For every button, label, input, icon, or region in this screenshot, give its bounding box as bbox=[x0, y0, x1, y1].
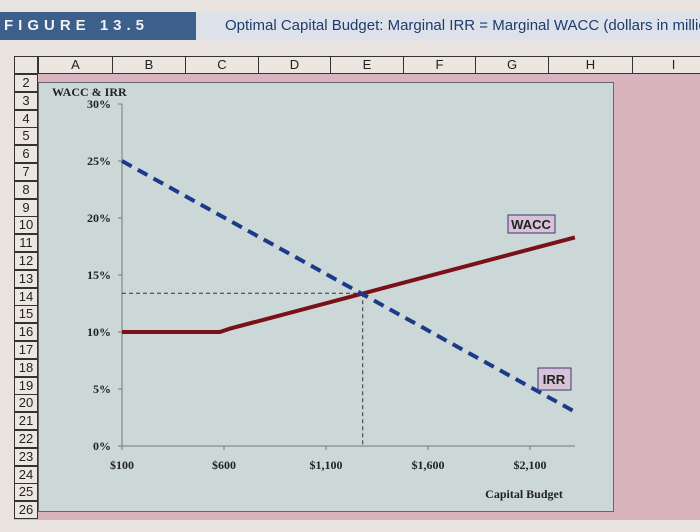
wacc-legend-label: WACC bbox=[511, 217, 551, 232]
row-header[interactable]: 5 bbox=[14, 127, 38, 146]
y-tick-label: 15% bbox=[87, 268, 111, 282]
column-header[interactable]: F bbox=[403, 56, 476, 74]
row-header[interactable]: 4 bbox=[14, 109, 38, 128]
x-tick-label: $1,100 bbox=[310, 458, 343, 472]
x-axis-title: Capital Budget bbox=[485, 487, 563, 501]
row-header[interactable]: 7 bbox=[14, 163, 38, 181]
irr-label-box bbox=[537, 367, 572, 391]
row-header[interactable]: 22 bbox=[14, 430, 38, 448]
row-header[interactable]: 11 bbox=[14, 234, 38, 253]
x-tick-label: $100 bbox=[110, 458, 134, 472]
y-tick-label: 10% bbox=[87, 325, 111, 339]
row-header[interactable]: 16 bbox=[14, 323, 38, 342]
x-tick-label: $600 bbox=[212, 458, 236, 472]
row-header[interactable]: 6 bbox=[14, 145, 38, 164]
chart-plot-area bbox=[38, 82, 614, 512]
y-axis-title: WACC & IRR bbox=[52, 85, 127, 99]
y-tick-label: 30% bbox=[87, 97, 111, 111]
y-tick-label: 0% bbox=[93, 439, 111, 453]
series-line-wacc bbox=[122, 235, 576, 334]
row-header[interactable]: 14 bbox=[14, 287, 38, 306]
y-tick-label: 20% bbox=[87, 211, 111, 225]
row-header[interactable]: 18 bbox=[14, 358, 38, 377]
row-header[interactable]: 8 bbox=[14, 180, 38, 199]
row-header[interactable]: 13 bbox=[14, 269, 38, 288]
row-header[interactable]: 15 bbox=[14, 305, 38, 324]
column-header[interactable]: B bbox=[112, 56, 186, 74]
wacc-label-box bbox=[507, 214, 556, 234]
figure-title: Optimal Capital Budget: Marginal IRR = M… bbox=[225, 17, 700, 34]
row-header[interactable]: 2 bbox=[14, 74, 38, 92]
column-header[interactable]: C bbox=[185, 56, 259, 74]
row-header[interactable]: 10 bbox=[14, 216, 38, 235]
row-header[interactable]: 20 bbox=[14, 394, 38, 413]
row-header[interactable]: 3 bbox=[14, 91, 38, 110]
row-header[interactable]: 19 bbox=[14, 376, 38, 395]
x-tick-label: $2,100 bbox=[514, 458, 547, 472]
figure-label: FIGURE 13.5 bbox=[0, 12, 196, 40]
row-header[interactable]: 24 bbox=[14, 465, 38, 484]
y-tick-label: 5% bbox=[93, 382, 111, 396]
series-line-irr bbox=[121, 159, 574, 413]
x-tick-label: $1,600 bbox=[412, 458, 445, 472]
corner-cell[interactable] bbox=[14, 56, 38, 74]
title-band bbox=[196, 12, 700, 40]
irr-legend-label: IRR bbox=[543, 372, 566, 387]
column-header[interactable]: I bbox=[632, 56, 700, 74]
row-header[interactable]: 26 bbox=[14, 501, 38, 520]
row-header[interactable]: 23 bbox=[14, 447, 38, 466]
row-header[interactable]: 25 bbox=[14, 483, 38, 502]
row-header[interactable]: 9 bbox=[14, 198, 38, 217]
y-tick-label: 25% bbox=[87, 154, 111, 168]
row-header[interactable]: 12 bbox=[14, 252, 38, 270]
row-header[interactable]: 21 bbox=[14, 412, 38, 431]
row-header[interactable]: 17 bbox=[14, 341, 38, 359]
